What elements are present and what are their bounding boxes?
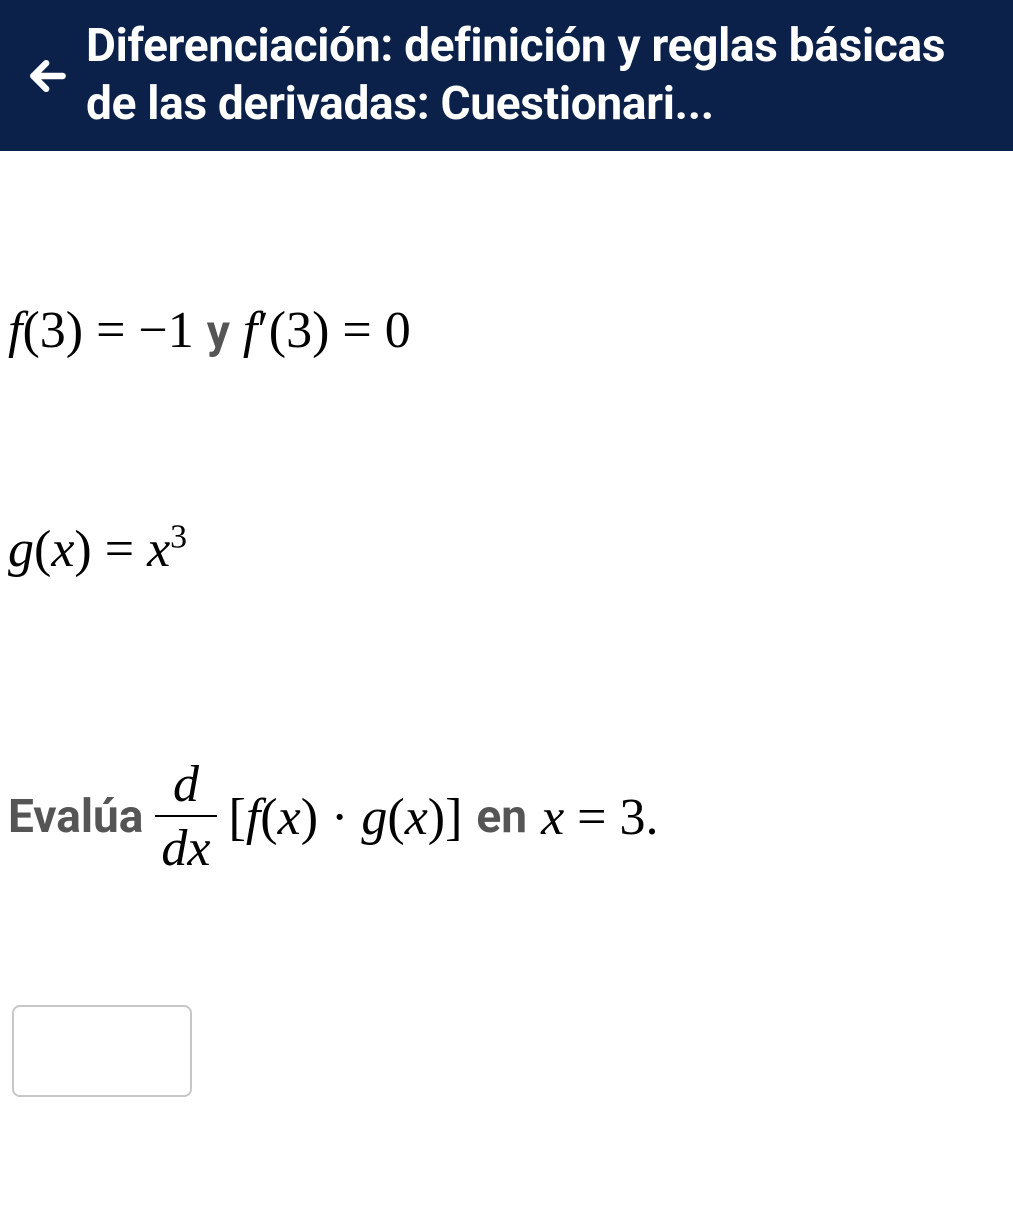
given-values-line: f(3) = −1 y f′(3) = 0 xyxy=(8,301,1013,360)
page-title: Diferenciación: definición y reglas bási… xyxy=(86,18,993,133)
arrow-left-icon xyxy=(26,54,70,98)
at-value: x = 3. xyxy=(541,788,658,847)
derivative-numerator: d xyxy=(167,759,205,815)
problem-content: f(3) = −1 y f′(3) = 0 g(x) = x3 Evalúa d… xyxy=(0,301,1013,1097)
g-definition-line: g(x) = x3 xyxy=(8,520,1013,579)
product-expression: [f(x) · g(x)] xyxy=(229,788,463,847)
exponent-3: 3 xyxy=(170,519,187,556)
derivative-operator: d dx xyxy=(155,759,216,875)
page-header: Diferenciación: definición y reglas bási… xyxy=(0,0,1013,151)
back-button[interactable] xyxy=(18,46,78,106)
answer-input[interactable] xyxy=(12,1005,192,1097)
evaluate-line: Evalúa d dx [f(x) · g(x)] en x = 3. xyxy=(8,759,1013,875)
evaluate-label: Evalúa xyxy=(8,790,143,844)
derivative-denominator: dx xyxy=(155,815,216,875)
at-label: en xyxy=(476,790,527,844)
connector-y: y xyxy=(207,305,230,359)
